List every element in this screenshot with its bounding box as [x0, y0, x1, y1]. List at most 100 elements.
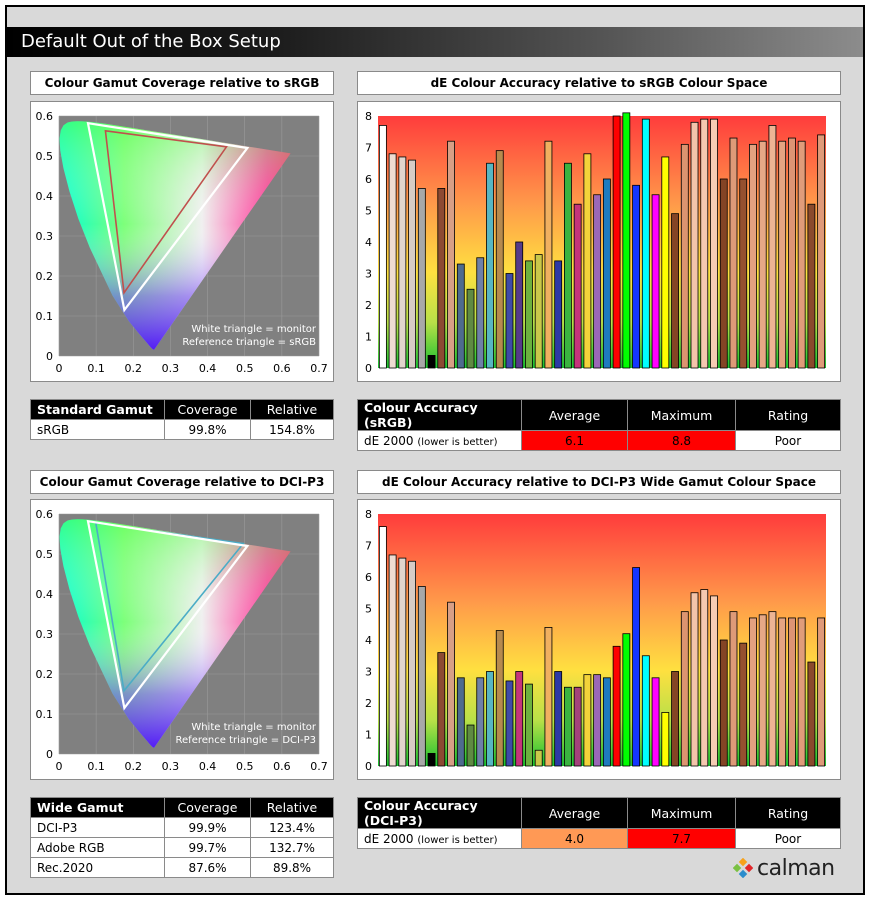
de-p3-bar — [622, 633, 631, 767]
gamut-p3-panel: 0 0.1 0.2 0.3 0.4 0.5 0.6 0.7 0 0.1 0.2 0.3 0.4 0.5 0.… — [30, 499, 334, 780]
average-cell: 6.1 — [521, 430, 628, 451]
maximum-cell: 8.8 — [627, 430, 736, 451]
page-title: Default Out of the Box Setup — [7, 27, 863, 57]
table-cell: dE 2000 (lower is better) — [357, 430, 522, 451]
de-srgb-chart: 0 1 2 3 4 5 6 7 8 — [365, 110, 826, 375]
de-p3-y-tick-label: 4 — [365, 634, 372, 647]
gamut-p3-x-tick-label: 0 — [56, 760, 63, 773]
gamut-p3-x-tick-label: 0.5 — [236, 760, 254, 773]
de-p3-bar — [680, 611, 689, 767]
de-p3-bar — [456, 677, 465, 767]
gamut-srgb-y-tick-label: 0 — [46, 350, 53, 363]
gamut-p3-monitor-triangle — [86, 519, 250, 711]
de-srgb-y-tick-label: 6 — [365, 173, 372, 186]
de-p3-y-tick-label: 3 — [365, 666, 372, 679]
table-header: Coverage — [164, 797, 251, 818]
de-srgb-bar — [797, 140, 806, 369]
gamut-p3-x-tick-label: 0.2 — [125, 760, 142, 773]
de-p3-bar — [534, 749, 543, 767]
de-p3-bar — [719, 639, 728, 767]
de-srgb-bar — [573, 203, 582, 369]
gamut-p3-x-tick-label: 0.7 — [310, 760, 328, 773]
de-srgb-bar — [456, 263, 465, 369]
gamut-srgb-panel: 0 0.1 0.2 0.3 0.4 0.5 0.6 0.7 0 0.1 0.2 0.3 0.4 0.5 0.… — [30, 101, 334, 382]
gamut-srgb-chart: 0 0.1 0.2 0.3 0.4 0.5 0.6 0.7 0 0.1 0.2 0.3 0.4 0.5 0.… — [36, 110, 328, 375]
de-p3-bar — [505, 680, 514, 767]
de-p3-bar — [583, 674, 592, 767]
table-header: Colour Accuracy (sRGB) — [357, 399, 522, 431]
de-p3-bar — [515, 671, 524, 767]
table-cell: Adobe RGB — [30, 837, 165, 858]
de-p3-bar — [651, 677, 660, 767]
gamut-p3-y-tick-label: 0.3 — [36, 628, 54, 641]
de-p3-bar — [700, 589, 709, 767]
de-p3-bar — [817, 617, 826, 767]
table-header: Coverage — [164, 399, 251, 420]
de-p3-bar — [778, 617, 787, 767]
de-srgb-y-tick-label: 3 — [365, 268, 372, 281]
de-srgb-bar — [700, 118, 709, 369]
de-p3-bar — [486, 671, 494, 767]
de-p3-y-tick-label: 5 — [365, 603, 372, 616]
de-srgb-y-tick-label: 4 — [365, 236, 372, 249]
de-p3-bar — [758, 614, 767, 767]
de-srgb-bar — [710, 118, 718, 369]
table-header: Relative — [250, 797, 334, 818]
gamut-p3-x-tick-label: 0.4 — [199, 760, 217, 773]
de-label-note: (lower is better) — [417, 834, 498, 846]
de-srgb-bar — [476, 257, 485, 369]
de-p3-bar — [749, 617, 757, 767]
de-srgb-bar — [447, 140, 455, 369]
de-p3-bar — [408, 560, 416, 767]
de-srgb-bar — [758, 140, 767, 369]
de-label: dE 2000 — [364, 433, 414, 448]
de-p3-bar — [417, 586, 426, 767]
de-srgb-bar — [612, 115, 621, 369]
gamut-p3-note-reference: Reference triangle = DCI-P3 — [176, 735, 316, 746]
de-p3-y-tick-label: 6 — [365, 571, 372, 584]
de-srgb-bar — [768, 125, 777, 369]
de-srgb-bar — [525, 260, 533, 369]
table-cell: 99.9% — [164, 817, 251, 838]
table-cell: DCI-P3 — [30, 817, 165, 838]
gamut-p3-note-monitor: White triangle = monitor — [191, 722, 317, 733]
de-p3-bar — [661, 712, 670, 767]
de-srgb-title: dE Colour Accuracy relative to sRGB Colo… — [357, 71, 841, 95]
table-cell: 89.8% — [250, 857, 334, 878]
de-p3-bar — [525, 683, 533, 767]
de-p3-y-tick-label: 1 — [365, 729, 372, 742]
de-srgb-bar — [690, 121, 699, 369]
de-srgb-y-tick-label: 2 — [365, 299, 372, 312]
accuracy-p3-table: Colour Accuracy (DCI-P3) Average Maximum… — [357, 797, 841, 849]
gamut-p3-chart: 0 0.1 0.2 0.3 0.4 0.5 0.6 0.7 0 0.1 0.2 0.3 0.4 0.5 0.… — [36, 508, 328, 773]
de-srgb-y-tick-label: 5 — [365, 205, 372, 218]
table-row: dE 2000 (lower is better) 4.0 7.7 Poor — [357, 828, 841, 849]
de-p3-title: dE Colour Accuracy relative to DCI-P3 Wi… — [357, 470, 841, 494]
gamut-srgb-note-reference: Reference triangle = sRGB — [182, 337, 316, 348]
gamut-srgb-reference-triangle — [104, 129, 228, 295]
gamut-p3-x-tick-label: 0.1 — [87, 760, 105, 773]
gamut-p3-title: Colour Gamut Coverage relative to DCI-P3 — [30, 470, 334, 494]
de-p3-bar — [739, 642, 748, 767]
de-p3-panel: 0 1 2 3 4 5 6 7 8 — [357, 499, 841, 780]
gamut-srgb-x-tick-label: 0.2 — [125, 362, 142, 375]
de-label: dE 2000 — [364, 831, 414, 846]
table-header: Relative — [250, 399, 334, 420]
de-srgb-bar — [554, 260, 563, 369]
de-srgb-bar — [661, 156, 670, 369]
gamut-srgb-x-tick-label: 0.7 — [310, 362, 328, 375]
de-srgb-bar — [437, 188, 446, 369]
de-p3-bar — [641, 655, 650, 767]
de-srgb-bar — [486, 162, 494, 369]
gamut-srgb-x-tick-label: 0.5 — [236, 362, 254, 375]
table-row: dE 2000 (lower is better) 6.1 8.8 Poor — [357, 430, 841, 451]
table-cell: 99.8% — [164, 419, 251, 440]
gamut-srgb-note-monitor: White triangle = monitor — [191, 324, 317, 335]
gamut-srgb-y-tick-label: 0.5 — [36, 150, 54, 163]
gamut-srgb-x-tick-label: 0.3 — [162, 362, 180, 375]
standard-gamut-table: Standard Gamut Coverage Relative sRGB 99… — [30, 399, 334, 440]
calman-logo-icon — [733, 858, 753, 878]
table-header: Rating — [735, 399, 841, 431]
table-row: DCI-P3 99.9% 123.4% — [30, 817, 334, 838]
de-p3-bar — [602, 677, 611, 767]
